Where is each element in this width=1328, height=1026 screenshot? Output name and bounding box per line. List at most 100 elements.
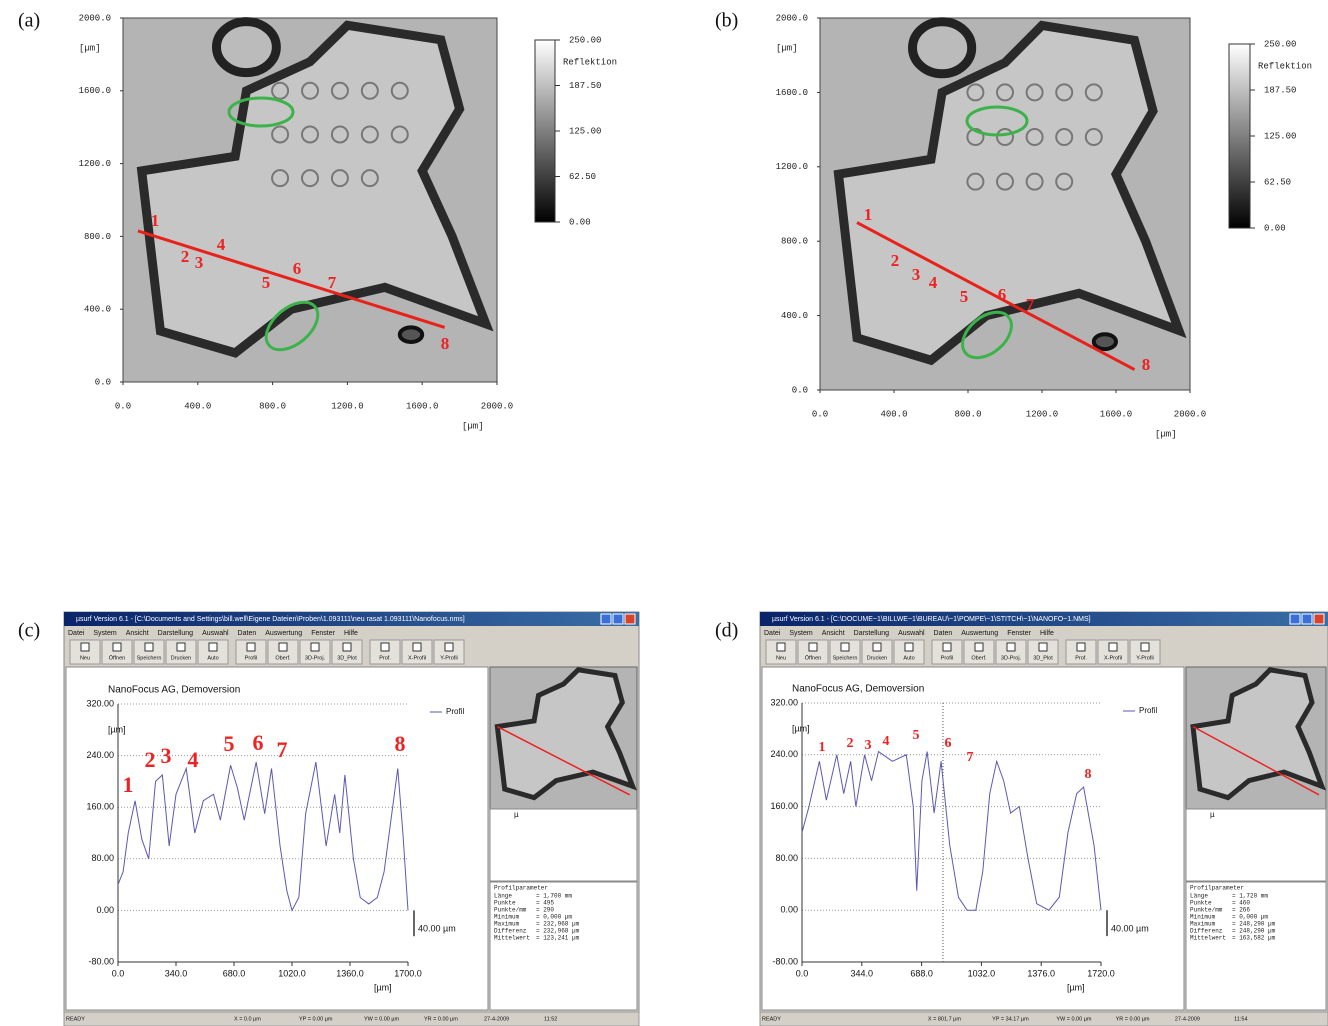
- toolbar-label: 3D-Proj.: [305, 655, 326, 661]
- params-box: [489, 881, 638, 1011]
- micrograph-feature: [301, 169, 319, 188]
- status-field: READY: [762, 1016, 781, 1022]
- y-tick-label: 0.0: [792, 385, 808, 395]
- y-unit: [µm]: [776, 43, 798, 53]
- status-field: X = 0.0 µm: [234, 1016, 261, 1022]
- legend-label: Profil: [1139, 706, 1157, 715]
- plot-title: NanoFocus AG, Demoversion: [792, 684, 924, 695]
- micrograph-feature: [1055, 172, 1074, 191]
- status-field: 27-4-2009: [1175, 1016, 1200, 1022]
- x-tick-label: 800.0: [954, 409, 981, 419]
- peak-label: 8: [1085, 767, 1092, 782]
- y-tick-label: 1600.0: [776, 88, 808, 98]
- params-cell: = 248,290 µm: [1232, 928, 1276, 935]
- window-button[interactable]: [1289, 613, 1301, 625]
- menu-item[interactable]: Fenster: [311, 630, 335, 637]
- menu-item[interactable]: Hilfe: [344, 630, 358, 637]
- toolbar-icon: [840, 642, 850, 652]
- y-tick-label: 400.0: [84, 305, 111, 315]
- x-unit: [µm]: [1155, 429, 1177, 439]
- panel-label: (c): [18, 620, 40, 642]
- info-box: [1185, 808, 1327, 882]
- x-tick-label: 1720.0: [1087, 968, 1115, 978]
- x-tick-label: 1020.0: [278, 968, 306, 978]
- y-tick-label: 160.00: [770, 801, 798, 811]
- window-button[interactable]: [600, 613, 612, 625]
- params-cell: Punkte: [494, 900, 516, 907]
- params-cell: = 1,700 mm: [536, 893, 572, 900]
- menu-item[interactable]: Fenster: [1007, 630, 1031, 637]
- micrograph-feature: [966, 83, 985, 102]
- toolbar-label: Oberf.: [971, 655, 987, 661]
- x-tick-label: 2000.0: [1174, 409, 1206, 419]
- menu-item[interactable]: Datei: [764, 630, 781, 637]
- toolbar-icon: [1140, 642, 1150, 652]
- menu-item[interactable]: Ansicht: [126, 630, 149, 637]
- y-tick-label: 320.00: [770, 697, 798, 707]
- menu-item[interactable]: Auswahl: [202, 630, 229, 637]
- menu-item[interactable]: Auswertung: [265, 630, 302, 637]
- toolbar-label: X-Profil: [408, 655, 426, 661]
- x-tick-label: 340.0: [165, 968, 188, 978]
- toolbar-button[interactable]: [893, 639, 925, 665]
- toolbar-button[interactable]: [963, 639, 995, 665]
- toolbar-label: Y-Profil: [1136, 655, 1154, 661]
- micrograph-feature: [996, 128, 1014, 147]
- x-tick-label: 688.0: [910, 968, 933, 978]
- micrograph-feature: [360, 169, 379, 188]
- window-button[interactable]: [1313, 613, 1325, 625]
- y-tick-label: -80.00: [772, 956, 798, 966]
- toolbar-icon: [904, 642, 914, 652]
- micrograph-feature: [330, 125, 349, 144]
- menu-item[interactable]: Auswertung: [961, 630, 998, 637]
- toolbar-label: 3D_Plot: [337, 655, 357, 661]
- toolbar-label: Drucken: [867, 655, 887, 661]
- window-title: µsurf Version 6.1 - [C:\DOCUME~1\BILLWE~…: [772, 616, 1091, 623]
- y-tick-label: 0.00: [96, 905, 114, 915]
- toolbar-icon: [342, 642, 352, 652]
- x-unit: [µm]: [374, 982, 392, 992]
- menu-item[interactable]: Daten: [934, 630, 953, 637]
- toolbar-button[interactable]: [433, 639, 465, 665]
- menu-item[interactable]: System: [789, 630, 813, 637]
- micrograph-feature: [330, 81, 349, 100]
- menu-item[interactable]: System: [93, 630, 117, 637]
- menu-item[interactable]: Darstellung: [158, 630, 194, 637]
- menu-item[interactable]: Daten: [238, 630, 257, 637]
- toolbar-icon: [808, 642, 818, 652]
- params-cell: Länge: [1190, 893, 1208, 900]
- menu-item[interactable]: Ansicht: [822, 630, 845, 637]
- toolbar-button[interactable]: [235, 639, 267, 665]
- toolbar-icon: [942, 642, 952, 652]
- point-label: 8: [441, 334, 450, 353]
- params-cell: = 266: [1232, 907, 1250, 914]
- status-field: 11:54: [1234, 1016, 1247, 1022]
- micrograph-feature: [301, 81, 319, 100]
- micrograph-feature: [966, 172, 985, 191]
- micrograph-feature: [397, 325, 425, 344]
- toolbar-label: Profil: [941, 655, 954, 661]
- colorbar-tick-label: 0.00: [1264, 223, 1286, 233]
- highlight-ellipse: [227, 96, 295, 128]
- status-field: YW = 0.00 µm: [364, 1016, 400, 1022]
- toolbar-button[interactable]: [829, 639, 861, 665]
- window-button[interactable]: [612, 613, 624, 625]
- menu-item[interactable]: Auswahl: [898, 630, 925, 637]
- panel-label: (b): [715, 10, 738, 32]
- window-button[interactable]: [624, 613, 636, 625]
- menu-item[interactable]: Hilfe: [1040, 630, 1054, 637]
- toolbar-label: Prof.: [1075, 655, 1087, 661]
- window-button[interactable]: [1301, 613, 1313, 625]
- toolbar-button[interactable]: [995, 639, 1027, 665]
- toolbar-icon: [1038, 642, 1048, 652]
- params-cell: = 460: [1232, 900, 1250, 907]
- toolbar-label: Profil: [245, 655, 258, 661]
- peak-label: 3: [161, 743, 172, 768]
- status-bar: [759, 1011, 1328, 1026]
- menu-item[interactable]: Darstellung: [854, 630, 890, 637]
- point-label: 7: [1026, 295, 1035, 314]
- peak-label: 4: [883, 734, 890, 749]
- peak-label: 1: [819, 740, 826, 755]
- peak-label: 6: [253, 730, 264, 755]
- menu-item[interactable]: Datei: [68, 630, 85, 637]
